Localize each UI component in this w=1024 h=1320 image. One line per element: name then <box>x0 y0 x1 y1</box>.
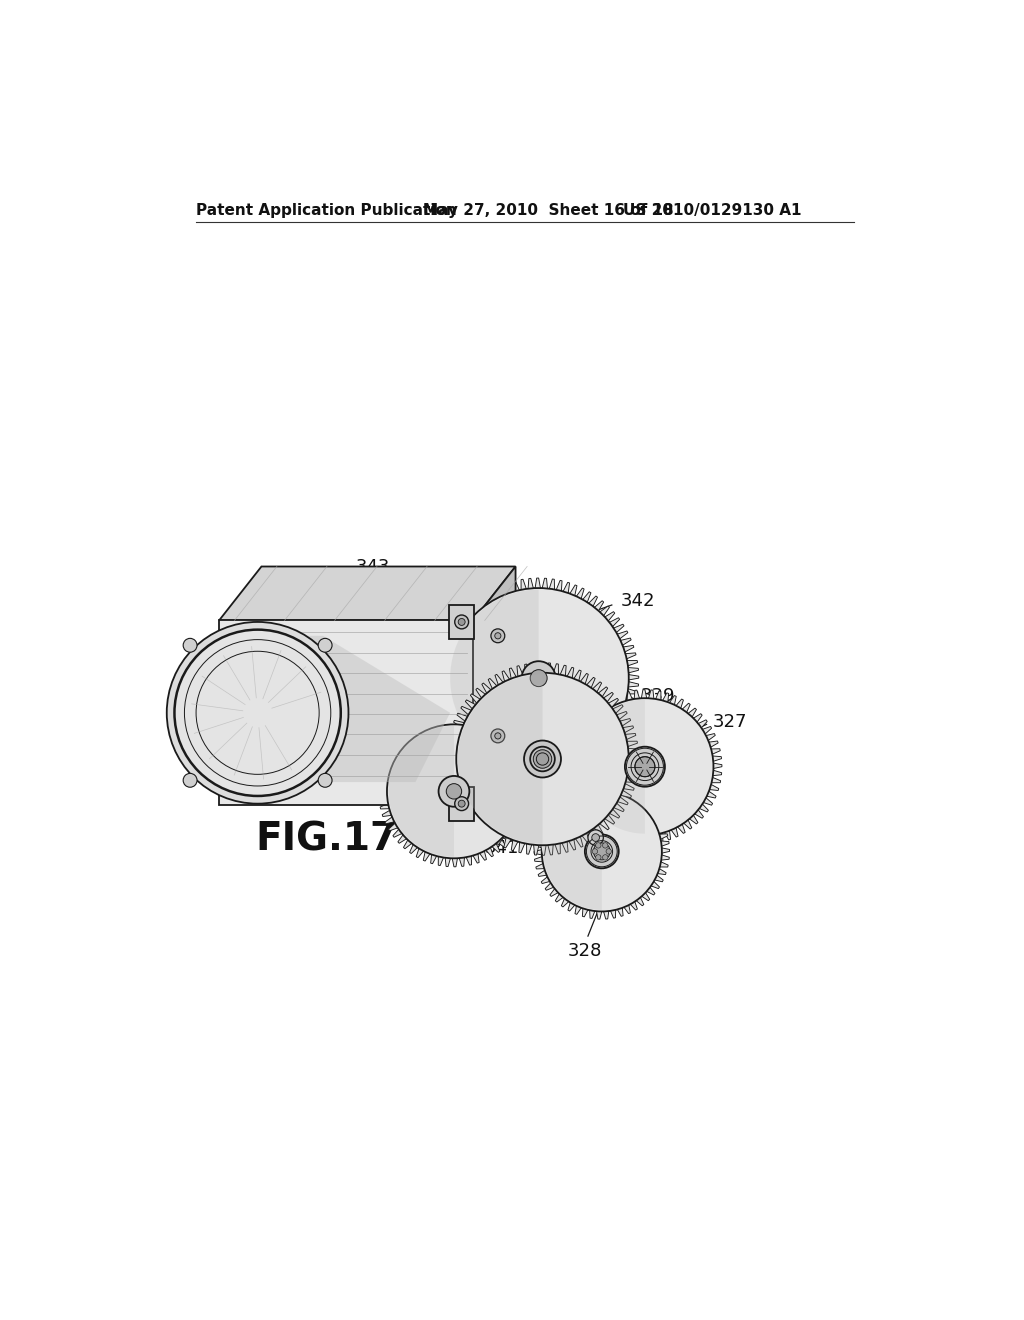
Text: 327: 327 <box>713 713 748 731</box>
Circle shape <box>495 733 501 739</box>
Circle shape <box>318 639 332 652</box>
Polygon shape <box>449 605 474 639</box>
Circle shape <box>530 747 555 771</box>
Polygon shape <box>535 784 670 919</box>
Circle shape <box>625 747 665 787</box>
Circle shape <box>490 628 505 643</box>
Text: 342: 342 <box>621 593 655 610</box>
Text: 343: 343 <box>356 558 390 576</box>
Circle shape <box>490 729 505 743</box>
Circle shape <box>438 776 469 807</box>
Circle shape <box>602 855 608 861</box>
Circle shape <box>446 784 462 799</box>
Polygon shape <box>473 566 515 805</box>
Circle shape <box>635 756 655 776</box>
Circle shape <box>387 725 521 858</box>
Circle shape <box>524 741 561 777</box>
Text: 339: 339 <box>641 686 676 705</box>
Text: FIG.17: FIG.17 <box>256 821 398 859</box>
Polygon shape <box>388 726 454 857</box>
Polygon shape <box>219 566 515 620</box>
Polygon shape <box>458 675 543 843</box>
Polygon shape <box>568 689 722 843</box>
Circle shape <box>530 669 547 686</box>
Circle shape <box>585 834 618 869</box>
Polygon shape <box>379 715 529 867</box>
Polygon shape <box>285 636 451 781</box>
Circle shape <box>455 797 469 810</box>
Text: 340: 340 <box>346 755 381 772</box>
Text: Patent Application Publication: Patent Application Publication <box>196 203 457 218</box>
Circle shape <box>455 615 469 628</box>
Circle shape <box>495 632 501 639</box>
Circle shape <box>596 842 601 847</box>
Polygon shape <box>438 578 639 779</box>
Polygon shape <box>449 787 474 821</box>
Polygon shape <box>544 793 602 909</box>
Circle shape <box>577 698 714 836</box>
Circle shape <box>167 622 348 804</box>
Text: US 2010/0129130 A1: US 2010/0129130 A1 <box>624 203 802 218</box>
Circle shape <box>592 834 599 841</box>
Circle shape <box>588 830 603 845</box>
Circle shape <box>457 673 629 845</box>
Circle shape <box>592 849 598 854</box>
Circle shape <box>174 630 341 796</box>
Circle shape <box>542 792 662 911</box>
Circle shape <box>537 752 549 766</box>
Circle shape <box>458 619 465 626</box>
Polygon shape <box>219 620 473 805</box>
Circle shape <box>602 842 608 847</box>
Polygon shape <box>446 663 639 855</box>
Circle shape <box>521 661 556 696</box>
Text: 341: 341 <box>484 840 519 857</box>
Circle shape <box>318 774 332 787</box>
Circle shape <box>449 589 629 768</box>
Text: May 27, 2010  Sheet 16 of 18: May 27, 2010 Sheet 16 of 18 <box>423 203 674 218</box>
Circle shape <box>183 774 197 787</box>
Circle shape <box>606 849 611 854</box>
Circle shape <box>458 800 465 807</box>
Polygon shape <box>451 590 539 767</box>
Circle shape <box>534 750 552 768</box>
Circle shape <box>596 855 601 861</box>
Circle shape <box>593 843 610 859</box>
Text: 328: 328 <box>567 942 602 960</box>
Polygon shape <box>578 700 645 834</box>
Circle shape <box>183 639 197 652</box>
